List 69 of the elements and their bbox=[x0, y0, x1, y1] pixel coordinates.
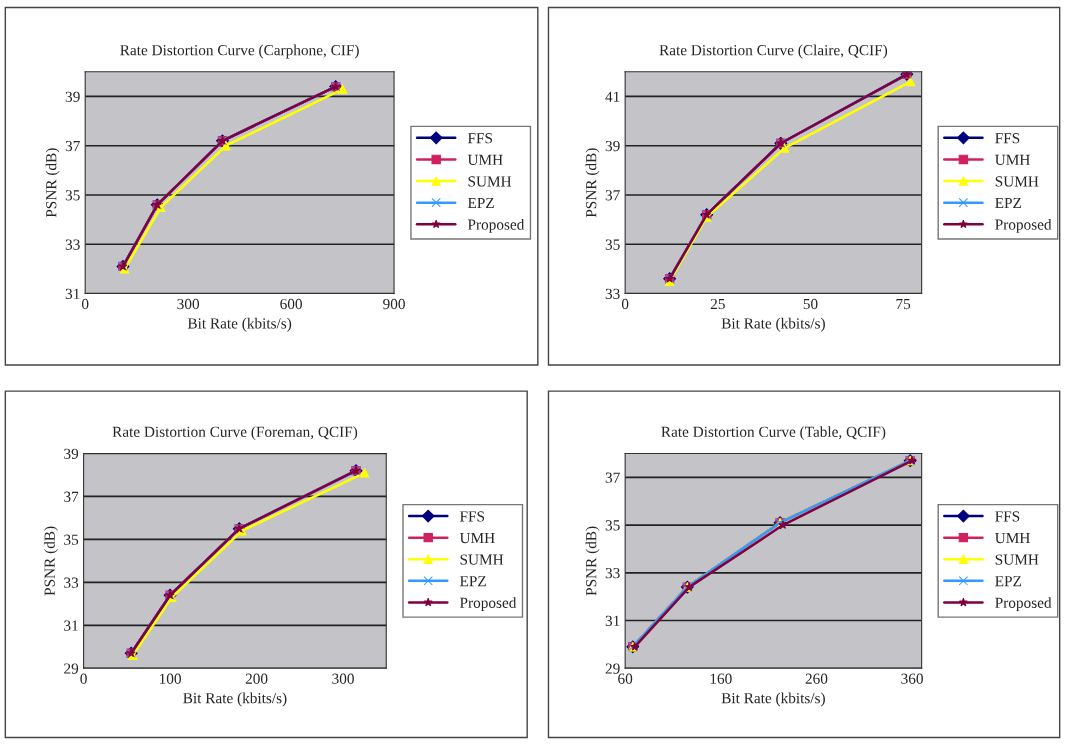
x-tick-label: 0 bbox=[621, 298, 629, 310]
y-tick-label: 35 bbox=[605, 520, 620, 531]
y-tick-label: 33 bbox=[605, 567, 620, 579]
x-tick-label: 75 bbox=[896, 298, 911, 310]
legend-label: Proposed bbox=[467, 218, 525, 233]
legend-label: SUMH bbox=[995, 554, 1039, 565]
x-tick-label: 25 bbox=[710, 298, 725, 310]
x-axis-title: Bit Rate (kbits/s) bbox=[183, 692, 287, 707]
legend-label: Proposed bbox=[995, 597, 1052, 612]
y-tick-label: 31 bbox=[64, 620, 78, 631]
chart-title: Rate Distortion Curve (Foreman, QCIF) bbox=[112, 426, 358, 441]
legend-label: EPZ bbox=[995, 576, 1022, 587]
legend-label: UMH bbox=[995, 154, 1030, 165]
legend-label: UMH bbox=[995, 533, 1030, 544]
legend-label: EPZ bbox=[995, 197, 1022, 208]
x-tick-label: 200 bbox=[245, 673, 268, 684]
y-tick-label: 29 bbox=[605, 663, 620, 674]
y-tick-label: 35 bbox=[605, 239, 620, 250]
y-tick-label: 31 bbox=[605, 615, 620, 626]
legend-label: FFS bbox=[459, 511, 485, 522]
y-axis-title: PSNR (dB) bbox=[44, 526, 58, 596]
y-tick-label: 35 bbox=[65, 190, 80, 201]
chart-title: Rate Distortion Curve (Table, QCIF) bbox=[661, 426, 886, 441]
x-tick-label: 600 bbox=[280, 298, 302, 310]
legend-label: Proposed bbox=[459, 597, 517, 612]
legend-label: SUMH bbox=[995, 176, 1039, 187]
legend-label: EPZ bbox=[467, 197, 494, 208]
y-tick-label: 37 bbox=[64, 491, 79, 502]
legend-label: SUMH bbox=[468, 176, 512, 187]
x-tick-label: 300 bbox=[332, 673, 354, 684]
legend-label: SUMH bbox=[460, 554, 504, 565]
y-tick-label: 31 bbox=[65, 288, 80, 299]
x-tick-label: 300 bbox=[177, 298, 200, 310]
legend-label: UMH bbox=[459, 533, 495, 544]
legend-label: FFS bbox=[995, 511, 1020, 522]
y-tick-label: 39 bbox=[64, 448, 79, 459]
chart-title: Rate Distortion Curve (Claire, QCIF) bbox=[659, 44, 888, 59]
y-axis-title: PSNR (dB) bbox=[585, 148, 600, 218]
x-tick-label: 0 bbox=[80, 673, 87, 684]
x-tick-label: 100 bbox=[159, 673, 181, 684]
x-tick-label: 60 bbox=[618, 673, 633, 684]
y-tick-label: 37 bbox=[605, 190, 620, 201]
y-tick-label: 37 bbox=[605, 472, 620, 483]
x-tick-label: 900 bbox=[383, 298, 405, 310]
x-tick-label: 50 bbox=[803, 298, 818, 310]
x-axis-title: Bit Rate (kbits/s) bbox=[721, 317, 825, 332]
x-tick-label: 360 bbox=[901, 673, 923, 684]
x-tick-label: 0 bbox=[81, 298, 89, 310]
chart-title: Rate Distortion Curve (Carphone, CIF) bbox=[120, 44, 359, 59]
x-axis-title: Bit Rate (kbits/s) bbox=[721, 692, 825, 707]
y-tick-label: 33 bbox=[65, 239, 80, 250]
y-axis-title: PSNR (dB) bbox=[45, 148, 60, 218]
y-tick-label: 33 bbox=[605, 288, 620, 299]
legend-label: UMH bbox=[467, 154, 503, 165]
legend-label: EPZ bbox=[459, 576, 486, 587]
legend-label: FFS bbox=[467, 133, 493, 144]
y-tick-label: 39 bbox=[605, 140, 620, 152]
x-tick-label: 160 bbox=[710, 673, 732, 684]
x-axis-title: Bit Rate (kbits/s) bbox=[187, 317, 292, 332]
x-tick-label: 260 bbox=[805, 673, 828, 684]
legend-label: FFS bbox=[995, 133, 1020, 144]
y-tick-label: 41 bbox=[605, 91, 620, 102]
y-tick-label: 33 bbox=[64, 577, 79, 588]
y-tick-label: 37 bbox=[65, 140, 80, 152]
y-tick-label: 29 bbox=[64, 663, 79, 674]
legend-label: Proposed bbox=[995, 218, 1052, 233]
y-axis-title: PSNR (dB) bbox=[585, 526, 600, 596]
y-tick-label: 35 bbox=[64, 534, 79, 545]
y-tick-label: 39 bbox=[65, 91, 80, 102]
